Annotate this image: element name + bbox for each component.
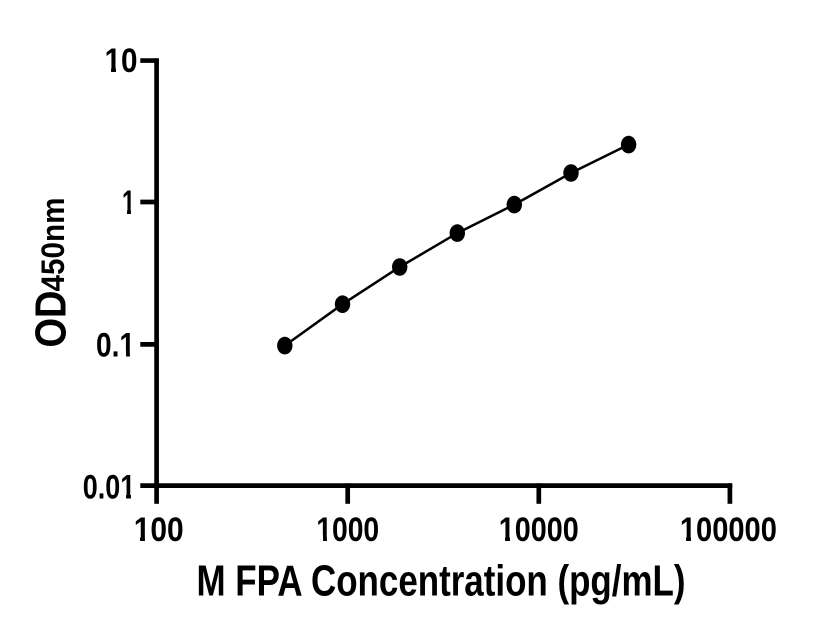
svg-text:1000: 1000 [316, 511, 379, 549]
svg-text:OD: OD [28, 291, 76, 348]
svg-text:M FPA Concentration (pg/mL): M FPA Concentration (pg/mL) [197, 557, 686, 605]
svg-text:100000: 100000 [680, 511, 777, 549]
svg-text:10: 10 [105, 42, 138, 80]
svg-text:0.1: 0.1 [96, 326, 135, 364]
svg-text:100: 100 [134, 511, 184, 549]
svg-text:0.01: 0.01 [83, 468, 136, 506]
svg-text:1: 1 [122, 184, 135, 222]
svg-text:10000: 10000 [499, 511, 579, 549]
svg-text:450nm: 450nm [35, 198, 71, 292]
